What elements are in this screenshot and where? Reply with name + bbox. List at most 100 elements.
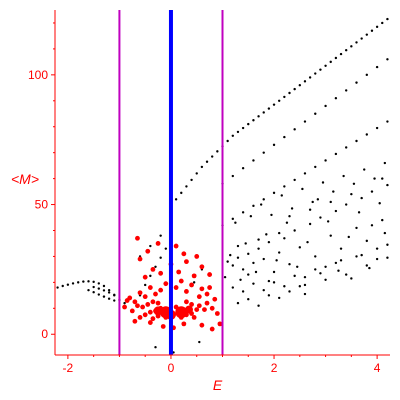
data-point [334,209,338,213]
data-point [207,272,213,277]
data-point [82,280,85,283]
data-point [301,187,304,191]
data-point [277,99,281,102]
data-point [324,278,327,281]
data-point [241,167,245,170]
data-point [92,291,95,294]
data-point [192,281,196,284]
data-point [189,302,194,307]
data-point [262,198,265,201]
data-point [306,240,309,244]
data-point [231,217,235,221]
data-point [324,159,327,162]
data-point [226,260,229,263]
data-point [365,239,369,243]
data-point [339,259,343,262]
reference-lines [118,10,224,355]
data-point [142,274,148,280]
data-point [355,226,358,230]
data-point [329,234,332,237]
data-point [283,237,286,240]
data-point [275,259,278,262]
marks-layer [56,17,389,354]
data-point [191,314,197,320]
data-point [158,287,164,293]
data-point [102,295,106,298]
data-point [344,146,348,149]
data-point [386,183,389,187]
data-point [293,87,296,91]
data-point [196,303,202,309]
data-point [262,288,265,292]
data-point [153,306,163,316]
data-point [344,203,348,206]
data-point [373,177,376,180]
data-point [314,268,317,271]
data-point [262,111,265,114]
tick-marks: -2 0 2 4 0 50 100 [28,22,381,375]
data-point [249,215,253,218]
data-point [285,221,289,224]
data-point [381,177,384,180]
data-point [102,284,106,288]
data-point [236,301,240,305]
data-point [158,270,164,276]
data-point [202,307,207,313]
data-point [155,300,161,306]
data-point [244,242,247,245]
data-point [194,307,200,313]
data-point [288,290,291,293]
data-point [293,178,296,182]
data-point [150,266,156,272]
data-point [314,165,317,169]
data-point [272,103,276,106]
x-tick-label: 4 [374,361,381,375]
data-point [92,280,95,284]
data-point [154,265,157,269]
data-point [199,264,205,270]
data-point [229,253,232,257]
data-point [137,290,143,296]
data-point [210,155,214,158]
data-point [231,134,235,138]
data-point [252,159,255,162]
data-point [181,251,187,257]
data-point [375,65,379,69]
data-point [324,265,327,269]
data-point [216,150,219,153]
data-point [252,119,255,122]
data-point [365,133,369,136]
data-point [147,309,153,315]
data-point [319,68,322,71]
data-point [329,60,332,64]
y-tick-label: 0 [41,327,48,341]
data-point [149,244,152,248]
data-point [262,257,265,261]
data-point [252,204,255,208]
data-point [92,285,95,289]
data-point [194,254,200,259]
data-point [298,246,302,249]
x-tick-label: 0 [168,361,175,375]
data-point [241,290,245,293]
data-point [159,256,162,259]
data-point [132,318,138,324]
data-point [308,222,312,226]
data-point [293,128,296,131]
data-point [196,294,202,300]
data-point [247,252,250,256]
data-point [386,256,389,259]
data-point [241,126,245,130]
data-point [303,275,307,279]
data-point [113,299,116,302]
data-point [321,181,325,184]
data-point [293,274,296,278]
data-point [360,37,363,40]
data-point [324,64,327,67]
data-point [71,282,75,285]
data-point [337,269,340,272]
data-point [200,165,204,169]
data-point [209,305,215,311]
data-point [298,84,302,87]
